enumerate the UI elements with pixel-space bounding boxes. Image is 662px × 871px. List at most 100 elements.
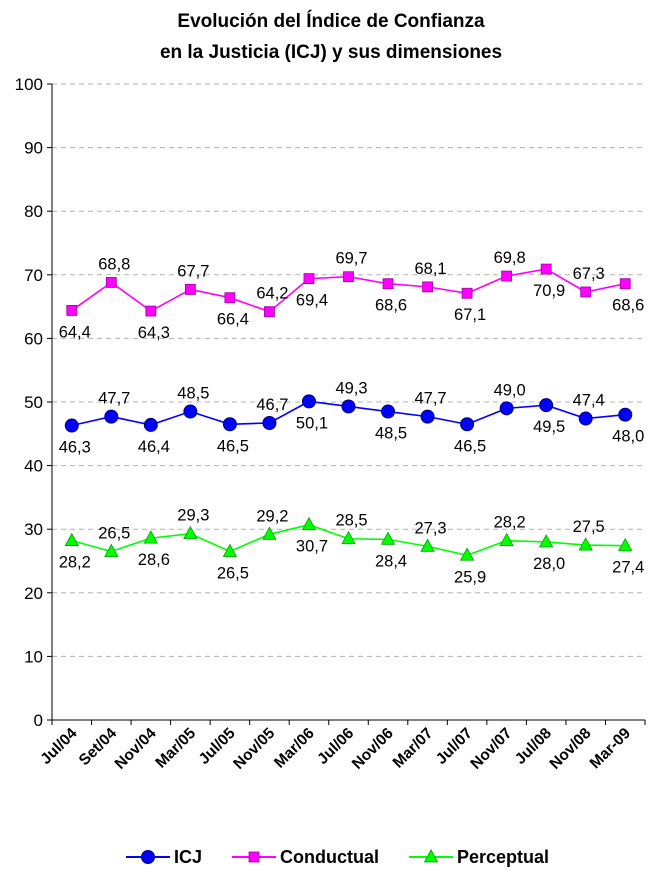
data-label-perceptual-2: 28,6: [138, 551, 170, 569]
data-label-perceptual-7: 28,5: [335, 512, 367, 530]
y-tick-label-80: 80: [24, 202, 43, 221]
series-perceptual: 28,2 26,5 28,6 29,3 26,5 29,2 30,7 28,5 28,4 27,3…: [59, 507, 645, 587]
data-label-perceptual-12: 28,0: [533, 555, 565, 573]
data-label-conductual-7: 69,7: [335, 250, 367, 268]
data-point-perceptual-5: [262, 526, 277, 540]
data-point-perceptual-1: [104, 543, 119, 557]
data-label-perceptual-0: 28,2: [59, 554, 91, 572]
data-point-conductual-7: [343, 271, 354, 283]
data-point-perceptual-14: [618, 537, 633, 552]
data-point-conductual-4: [224, 292, 236, 304]
data-point-icj-14: [618, 407, 633, 422]
data-label-icj-6: 50,1: [296, 414, 328, 432]
data-label-perceptual-13: 27,5: [573, 518, 605, 536]
y-tick-label-70: 70: [24, 266, 43, 285]
data-label-conductual-0: 64,4: [59, 323, 91, 341]
data-label-icj-11: 49,0: [494, 381, 526, 399]
series-conductual: 64,4 68,8 64,3 67,7 66,4 64,2 69,4 69,7 68,6 68,1…: [59, 249, 645, 342]
data-label-conductual-13: 67,3: [573, 265, 605, 283]
data-point-perceptual-6: [301, 516, 317, 531]
y-tick-label-0: 0: [34, 711, 43, 730]
data-label-perceptual-14: 27,4: [612, 559, 644, 577]
data-label-conductual-5: 64,2: [256, 285, 288, 303]
x-tick-label-8: Nov/06: [349, 725, 397, 773]
data-label-conductual-2: 64,3: [138, 324, 170, 342]
data-label-conductual-10: 67,1: [454, 306, 486, 324]
data-label-icj-0: 46,3: [59, 439, 91, 457]
y-tick-label-50: 50: [24, 393, 43, 412]
data-label-icj-7: 49,3: [335, 379, 367, 397]
data-label-icj-12: 49,5: [533, 418, 565, 436]
plot-area: 0102030405060708090100Jul/04Set/04Nov/04…: [15, 75, 646, 773]
x-tick-label-13: Nov/08: [547, 725, 595, 773]
data-label-icj-13: 47,4: [573, 392, 605, 410]
legend-label-conductual: Conductual: [280, 847, 379, 867]
data-point-conductual-1: [105, 277, 117, 288]
data-label-icj-4: 46,5: [217, 437, 249, 455]
data-point-conductual-11: [501, 270, 513, 282]
data-label-conductual-14: 68,6: [612, 297, 644, 315]
y-tick-label-10: 10: [24, 647, 43, 666]
legend-item-conductual: Conductual: [232, 847, 379, 867]
legend-marker-conductual: [248, 851, 260, 863]
data-point-icj-1: [104, 409, 119, 424]
data-point-perceptual-2: [143, 530, 159, 544]
y-tick-label-90: 90: [24, 139, 43, 158]
data-label-conductual-1: 68,8: [98, 255, 130, 273]
data-label-icj-10: 46,5: [454, 437, 486, 455]
series-icj: 46,3 47,7 46,4 48,5 46,5 46,7 50,1 49,3 48,5 47,7…: [59, 379, 645, 456]
y-tick-label-40: 40: [24, 457, 43, 476]
y-tick-label-30: 30: [24, 520, 43, 539]
data-label-icj-14: 48,0: [612, 428, 644, 446]
data-point-icj-6: [301, 394, 316, 409]
data-label-conductual-9: 68,1: [415, 260, 447, 278]
data-point-conductual-0: [66, 305, 78, 316]
data-point-icj-13: [578, 411, 593, 426]
data-point-icj-10: [460, 417, 475, 432]
data-point-perceptual-9: [420, 538, 435, 552]
data-point-conductual-2: [145, 305, 157, 317]
y-tick-label-100: 100: [15, 75, 43, 94]
data-point-icj-9: [420, 409, 435, 424]
data-label-perceptual-11: 28,2: [494, 514, 526, 532]
data-label-perceptual-9: 27,3: [415, 519, 447, 537]
legend-label-icj: ICJ: [174, 847, 202, 867]
data-label-conductual-12: 70,9: [533, 282, 565, 300]
data-label-perceptual-3: 29,3: [177, 507, 209, 525]
data-point-perceptual-7: [341, 530, 356, 545]
data-label-perceptual-6: 30,7: [296, 538, 328, 556]
x-tick-label-0: Jul/04: [37, 725, 80, 768]
data-label-icj-9: 47,7: [415, 390, 447, 408]
data-label-perceptual-8: 28,4: [375, 552, 407, 570]
y-tick-label-60: 60: [24, 329, 43, 348]
data-point-icj-5: [262, 415, 277, 430]
data-point-icj-4: [222, 417, 237, 432]
chart-title-line-1: Evolución del Índice de Confianza: [177, 10, 485, 32]
data-label-conductual-3: 67,7: [177, 262, 209, 280]
data-point-conductual-12: [540, 263, 552, 275]
legend: ICJ Conductual Perceptual: [126, 847, 549, 867]
data-point-conductual-9: [422, 281, 433, 293]
x-tick-label-3: Mar/05: [152, 725, 199, 772]
data-point-perceptual-13: [578, 537, 593, 551]
legend-marker-icj: [141, 850, 155, 864]
data-label-perceptual-5: 29,2: [256, 507, 288, 525]
data-point-conductual-13: [580, 286, 592, 298]
chart-title-line-2: en la Justicia (ICJ) y sus dimensiones: [160, 42, 502, 63]
data-label-perceptual-1: 26,5: [98, 524, 130, 542]
data-point-icj-7: [341, 399, 356, 414]
x-tick-label-9: Mar/07: [390, 725, 437, 772]
y-tick-label-20: 20: [24, 584, 43, 603]
data-point-conductual-6: [303, 273, 315, 285]
x-tick-label-5: Nov/05: [230, 725, 278, 773]
x-tick-label-2: Nov/04: [112, 725, 160, 773]
legend-marker-perceptual: [423, 849, 439, 863]
data-label-perceptual-4: 26,5: [217, 564, 249, 582]
data-label-conductual-8: 68,6: [375, 297, 407, 315]
data-point-perceptual-12: [538, 534, 554, 548]
data-point-icj-11: [499, 401, 514, 416]
legend-item-icj: ICJ: [126, 847, 202, 867]
data-point-conductual-8: [382, 278, 394, 290]
data-point-icj-0: [64, 418, 79, 433]
